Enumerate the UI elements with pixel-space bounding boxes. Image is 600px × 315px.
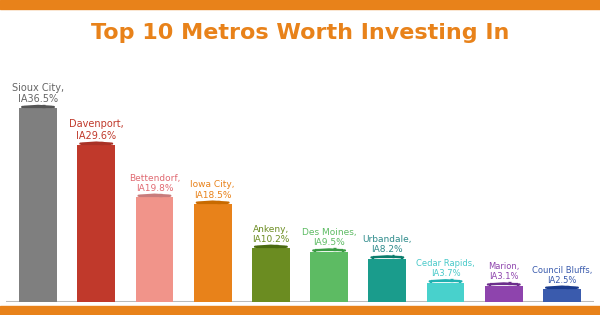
Text: Sioux City,
IA36.5%: Sioux City, IA36.5% [12, 83, 64, 104]
Text: Marion,
IA3.1%: Marion, IA3.1% [488, 262, 520, 281]
Bar [77, 145, 115, 302]
Text: Des Moines,
IA9.5%: Des Moines, IA9.5% [302, 228, 356, 247]
Title: Top 10 Metros Worth Investing In: Top 10 Metros Worth Investing In [91, 23, 509, 43]
Bar [485, 286, 523, 302]
Text: Davenport,
IA29.6%: Davenport, IA29.6% [69, 119, 124, 140]
Bar [310, 252, 348, 302]
Text: Ankeny,
IA10.2%: Ankeny, IA10.2% [252, 225, 290, 243]
Bar [252, 248, 290, 302]
Bar [543, 289, 581, 302]
Bar [368, 259, 406, 302]
Text: Council Bluffs,
IA2.5%: Council Bluffs, IA2.5% [532, 266, 592, 284]
Bar [19, 108, 57, 302]
Bar [194, 204, 232, 302]
Text: Iowa City,
IA18.5%: Iowa City, IA18.5% [190, 180, 235, 199]
Bar [136, 197, 173, 302]
Bar [427, 283, 464, 302]
Text: Cedar Rapids,
IA3.7%: Cedar Rapids, IA3.7% [416, 259, 475, 278]
Text: Urbandale,
IA8.2%: Urbandale, IA8.2% [362, 235, 412, 254]
Text: Bettendorf,
IA19.8%: Bettendorf, IA19.8% [129, 174, 180, 192]
